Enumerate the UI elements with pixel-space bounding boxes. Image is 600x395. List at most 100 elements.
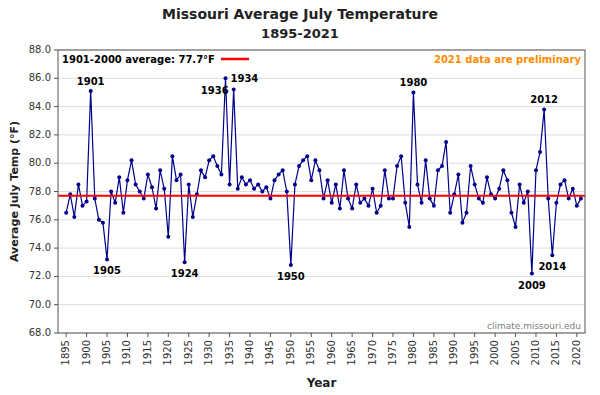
x-tick-label: 2005 <box>510 340 521 365</box>
temperature-point <box>138 190 142 194</box>
x-tick <box>127 333 128 337</box>
x-tick <box>454 333 455 337</box>
x-tick <box>270 333 271 337</box>
temperature-point <box>322 197 326 201</box>
x-tick-label: 1980 <box>407 340 418 365</box>
temperature-point <box>252 187 256 191</box>
temperature-point <box>125 178 129 182</box>
grid-line <box>58 78 585 79</box>
x-tick <box>495 333 496 337</box>
x-tick-label: 2000 <box>489 340 500 365</box>
y-tick-label: 82.0 <box>29 129 51 140</box>
year-annotation: 1905 <box>93 265 121 276</box>
subtitle: 1895-2021 <box>261 26 339 41</box>
temperature-point <box>448 211 452 215</box>
temperature-point <box>285 190 289 194</box>
temperature-point <box>89 89 93 93</box>
temperature-point <box>375 211 379 215</box>
year-annotation: 2014 <box>538 261 566 272</box>
average-label: 1901-2000 average: 77.7°F <box>62 54 215 65</box>
x-tick <box>147 333 148 337</box>
x-tick <box>86 333 87 337</box>
temperature-point <box>395 164 399 168</box>
x-tick <box>290 333 291 337</box>
x-tick-label: 1990 <box>448 340 459 365</box>
temperature-point <box>383 168 387 172</box>
temperature-point <box>546 197 550 201</box>
x-tick <box>576 333 577 337</box>
x-tick-label: 1935 <box>224 340 235 365</box>
temperature-point <box>223 76 227 80</box>
temperature-point <box>440 164 444 168</box>
year-annotation: 2009 <box>518 280 546 291</box>
y-tick <box>54 248 58 249</box>
y-tick-label: 70.0 <box>29 299 51 310</box>
temperature-point <box>456 173 460 177</box>
x-tick <box>413 333 414 337</box>
temperature-point <box>240 175 244 179</box>
temperature-point <box>244 182 248 186</box>
y-tick <box>54 304 58 305</box>
x-tick <box>556 333 557 337</box>
x-tick-label: 1995 <box>469 340 480 365</box>
x-tick-label: 1965 <box>346 340 357 365</box>
temperature-point <box>134 182 138 186</box>
temperature-point <box>579 197 583 201</box>
temperature-point <box>248 178 252 182</box>
x-tick-label: 1895 <box>60 340 71 365</box>
x-tick <box>66 333 67 337</box>
temperature-point <box>260 190 264 194</box>
x-tick-label: 1950 <box>285 340 296 365</box>
temperature-point <box>558 182 562 186</box>
x-tick-label: 1930 <box>203 340 214 365</box>
temperature-point <box>228 182 232 186</box>
temperature-point <box>497 187 501 191</box>
temperature-point <box>575 204 579 208</box>
x-axis-label: Year <box>306 376 337 390</box>
x-tick-label: 1940 <box>244 340 255 365</box>
temperature-point <box>277 173 281 177</box>
temperature-point <box>354 182 358 186</box>
temperature-point <box>403 201 407 205</box>
temperature-point <box>436 168 440 172</box>
x-tick <box>392 333 393 337</box>
temperature-point <box>183 260 187 264</box>
temperature-point <box>268 197 272 201</box>
year-annotation: 1936 <box>201 85 229 96</box>
x-tick-label: 1915 <box>142 340 153 365</box>
temperature-point <box>538 150 542 154</box>
temperature-point <box>416 182 420 186</box>
temperature-point <box>199 168 203 172</box>
grid-line <box>58 276 585 277</box>
x-tick-label: 2010 <box>530 340 541 365</box>
temperature-point <box>154 206 158 210</box>
temperature-point <box>207 158 211 162</box>
temperature-point <box>407 225 411 229</box>
chart: 68.070.072.074.076.078.080.082.084.086.0… <box>0 0 600 395</box>
temperature-point <box>191 215 195 219</box>
x-tick-label: 1975 <box>387 340 398 365</box>
temperature-point <box>428 197 432 201</box>
temperature-point <box>170 154 174 158</box>
y-tick-label: 74.0 <box>29 242 51 253</box>
temperature-point <box>113 201 117 205</box>
x-tick-label: 1900 <box>81 340 92 365</box>
data-group <box>58 76 585 275</box>
grid-line <box>58 191 585 192</box>
x-tick <box>372 333 373 337</box>
x-tick <box>474 333 475 337</box>
temperature-point <box>334 182 338 186</box>
source-watermark: climate.missouri.edu <box>487 321 581 331</box>
temperature-point <box>256 182 260 186</box>
temperature-point <box>130 158 134 162</box>
x-tick <box>107 333 108 337</box>
temperature-point <box>85 199 89 203</box>
year-annotation: 1980 <box>399 77 427 88</box>
x-tick <box>209 333 210 337</box>
y-tick-label: 84.0 <box>29 101 51 112</box>
x-tick <box>331 333 332 337</box>
title: Missouri Average July Temperature <box>162 6 438 22</box>
x-tick-label: 1985 <box>428 340 439 365</box>
temperature-point <box>338 206 342 210</box>
x-tick-label: 1960 <box>326 340 337 365</box>
